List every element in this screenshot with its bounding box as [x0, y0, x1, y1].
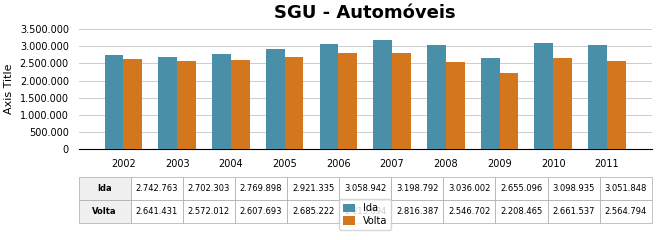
Legend: Ida, Volta: Ida, Volta — [339, 199, 391, 230]
Bar — [123, 59, 142, 149]
Bar — [446, 62, 464, 149]
Bar — [231, 60, 250, 149]
Bar — [553, 58, 572, 149]
Bar — [177, 61, 196, 149]
Bar — [338, 53, 357, 149]
Title: SGU - Automóveis: SGU - Automóveis — [274, 4, 456, 22]
Bar — [499, 73, 518, 149]
Bar — [266, 49, 285, 149]
Bar — [285, 57, 304, 149]
Bar — [319, 44, 338, 149]
Bar — [427, 45, 446, 149]
Bar — [158, 56, 177, 149]
Bar — [104, 55, 123, 149]
Bar — [535, 43, 553, 149]
Y-axis label: Axis Title: Axis Title — [4, 64, 14, 114]
Bar — [607, 61, 626, 149]
Bar — [392, 53, 411, 149]
Bar — [481, 58, 499, 149]
Bar — [373, 40, 392, 149]
Bar — [588, 45, 607, 149]
Bar — [212, 54, 231, 149]
